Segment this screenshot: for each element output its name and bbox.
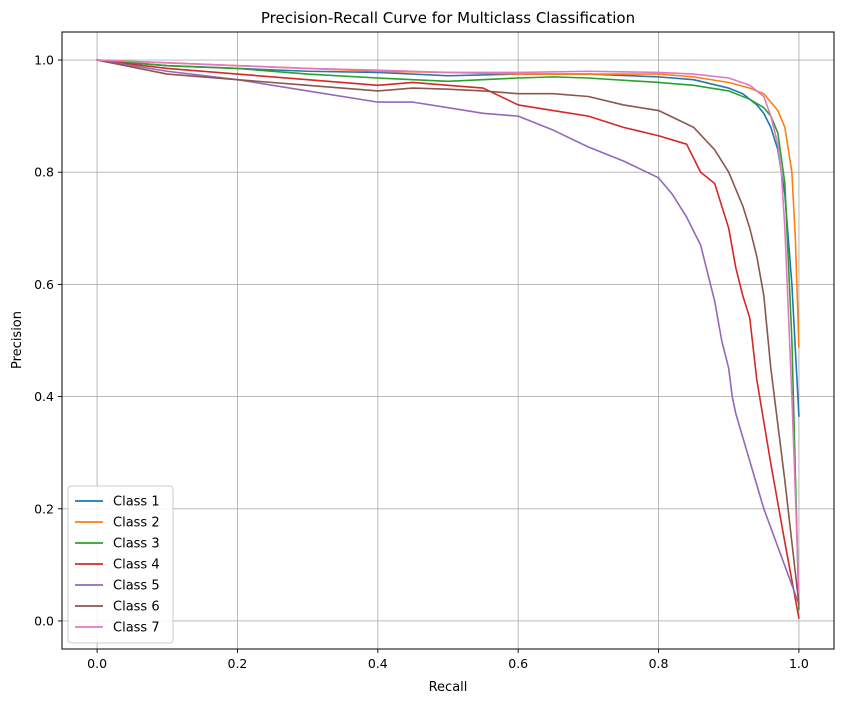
x-axis-label: Recall xyxy=(429,680,468,695)
x-tick-label: 0.2 xyxy=(228,656,248,671)
series-line-class-6 xyxy=(96,59,800,605)
y-tick-label: 0.6 xyxy=(34,277,54,292)
series-line-class-4 xyxy=(96,59,800,619)
legend-label-class-7: Class 7 xyxy=(113,621,160,636)
y-axis-label: Precision xyxy=(10,311,25,369)
x-tick-label: 0.8 xyxy=(649,656,669,671)
legend-label-class-2: Class 2 xyxy=(113,516,160,531)
legend-label-class-5: Class 5 xyxy=(113,579,160,594)
chart-title: Precision-Recall Curve for Multiclass Cl… xyxy=(261,9,635,27)
legend-label-class-6: Class 6 xyxy=(113,600,160,615)
series-line-class-5 xyxy=(96,59,800,605)
x-tick-label: 1.0 xyxy=(789,656,809,671)
legend: Class 1 Class 2 Class 3 Class 4 Class 5 Class… xyxy=(67,485,174,644)
legend-label-class-4: Class 4 xyxy=(113,558,160,573)
axis-ticks: 0.0 0.2 0.4 0.6 0.8 1.0 0.0 0.2 0.4 0.6 0.8 1.0 xyxy=(34,53,809,671)
x-tick-label: 0.0 xyxy=(87,656,107,671)
x-tick-label: 0.4 xyxy=(368,656,388,671)
y-tick-label: 0.8 xyxy=(34,165,54,180)
grid-lines xyxy=(62,32,834,649)
legend-label-class-1: Class 1 xyxy=(113,495,160,510)
series-line-class-3 xyxy=(96,59,800,611)
x-tick-label: 0.6 xyxy=(508,656,528,671)
y-tick-label: 0.2 xyxy=(34,501,54,516)
series-line-class-7 xyxy=(96,59,800,594)
legend-box xyxy=(67,485,174,644)
y-tick-label: 0.0 xyxy=(34,613,54,628)
series-lines xyxy=(96,59,800,619)
y-tick-label: 0.4 xyxy=(34,389,54,404)
y-tick-label: 1.0 xyxy=(34,53,54,68)
legend-label-class-3: Class 3 xyxy=(113,537,160,552)
plot-frame xyxy=(61,31,835,650)
